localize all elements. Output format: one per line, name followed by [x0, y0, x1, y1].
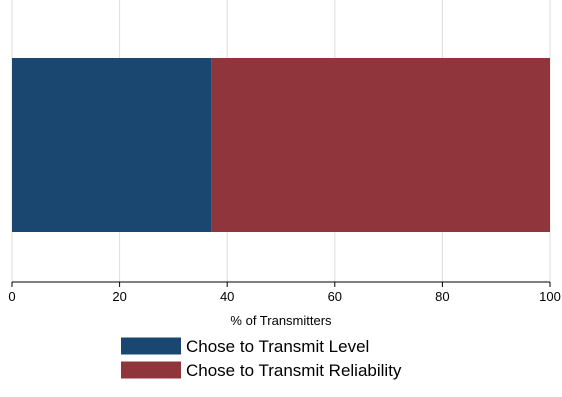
legend-swatch-transmit-reliability	[121, 361, 181, 379]
x-tick-label-60: 60	[328, 289, 342, 304]
legend-swatch-transmit-level	[121, 337, 181, 355]
x-tick-label-80: 80	[435, 289, 449, 304]
legend-label-transmit-level: Chose to Transmit Level	[186, 337, 369, 356]
x-tick-label-0: 0	[8, 289, 15, 304]
x-axis-ticks: 0 20 40 60 80 100	[8, 282, 561, 304]
x-tick-label-100: 100	[539, 289, 561, 304]
legend: Chose to Transmit Level Chose to Transmit…	[121, 337, 402, 380]
x-tick-label-40: 40	[220, 289, 234, 304]
legend-label-transmit-reliability: Chose to Transmit Reliability	[186, 361, 402, 380]
x-tick-label-20: 20	[112, 289, 126, 304]
x-axis-title: % of Transmitters	[230, 313, 332, 328]
bar-segment-transmit-reliability	[211, 58, 550, 232]
bars	[12, 58, 550, 232]
bar-segment-transmit-level	[12, 58, 212, 232]
